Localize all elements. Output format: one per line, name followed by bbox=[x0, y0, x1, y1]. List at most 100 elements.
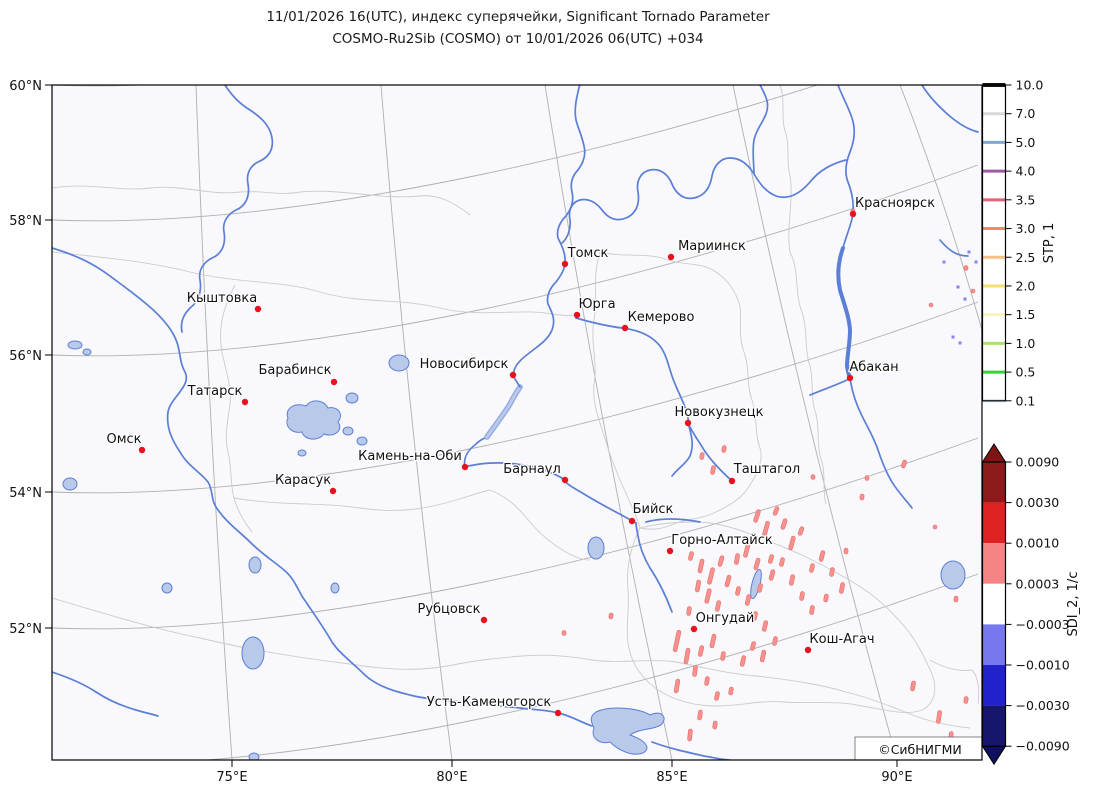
credit-box bbox=[854, 736, 982, 760]
city-dot bbox=[561, 260, 569, 268]
sdi-speck bbox=[958, 341, 962, 345]
sdi-patch bbox=[953, 595, 959, 603]
longitude-axis: 75°E 80°E 85°E 90°E bbox=[216, 760, 913, 785]
lat-tick-label: 56°N bbox=[9, 349, 42, 364]
stp-tick-label: 0.1 bbox=[1016, 393, 1036, 408]
colorbar-sdi2-axis-label: SDI_2, 1/с bbox=[1066, 572, 1081, 637]
sdi-patch bbox=[768, 554, 774, 564]
sdi-segment bbox=[982, 462, 1006, 503]
sdi-patch bbox=[823, 593, 829, 603]
sdi-patch bbox=[710, 465, 716, 475]
city-label: Рубцовск bbox=[417, 602, 480, 617]
figure-title-line1: 11/01/2026 16(UTC), индекс суперячейки, … bbox=[266, 9, 770, 25]
sdi-patch bbox=[772, 506, 780, 516]
sdi-speck bbox=[942, 260, 946, 264]
sdi-patch bbox=[724, 574, 732, 588]
sdi-patch bbox=[772, 636, 778, 646]
sdi-patch bbox=[810, 474, 816, 480]
sdi-patch bbox=[734, 553, 740, 565]
city-label: Новосибирск bbox=[420, 357, 509, 372]
sdi-patch bbox=[735, 586, 741, 596]
colorbar-sdi2-frame bbox=[981, 461, 1007, 747]
sdi-speck bbox=[963, 297, 967, 301]
sdi-patch bbox=[970, 288, 976, 294]
sdi-patch bbox=[963, 696, 969, 704]
map-background bbox=[52, 85, 982, 760]
credit-text: ©СибНИГМИ bbox=[878, 742, 962, 757]
sdi-negative-specks bbox=[942, 250, 978, 345]
sdi-segment bbox=[982, 583, 1006, 625]
lon-tick-label: 75°E bbox=[216, 770, 247, 785]
sdi-tick-label: 0.0090 bbox=[1016, 455, 1060, 470]
city-dot bbox=[480, 616, 488, 624]
city-dot bbox=[254, 305, 262, 313]
sdi-patch bbox=[695, 579, 701, 593]
lake-zaysan bbox=[590, 707, 665, 755]
figure-title-line2: COSMO-Ru2Sib (COSMO) от 10/01/2026 06(UT… bbox=[332, 31, 703, 47]
sdi-patch bbox=[753, 557, 761, 571]
city-label: Онгудай bbox=[696, 611, 755, 626]
city-dot bbox=[554, 709, 562, 717]
colorbar-stp-axis-label: STP, 1 bbox=[1042, 223, 1057, 264]
sdi-tick-label: −0.0090 bbox=[1016, 739, 1070, 754]
stp-tick-label: 1.0 bbox=[1016, 336, 1036, 351]
colorbar-stp: 10.0 7.0 5.0 4.0 3.5 3.0 2.5 2.0 1.5 1.0 0.5 0.1 bbox=[981, 78, 1044, 408]
sdi-patch bbox=[753, 509, 761, 523]
stp-tick-label: 5.0 bbox=[1016, 135, 1036, 150]
city-label: Томск bbox=[567, 246, 609, 261]
sdi-arrow-top bbox=[981, 443, 1007, 463]
stp-tick-label: 10.0 bbox=[1016, 78, 1044, 93]
sdi-positive-patches bbox=[561, 208, 976, 753]
stp-tick-label: 2.5 bbox=[1016, 250, 1036, 265]
sdi-patch bbox=[788, 535, 796, 551]
colorbar-stp-body bbox=[982, 85, 1006, 401]
river-tara bbox=[180, 85, 274, 333]
city-dot bbox=[728, 477, 736, 485]
city-dot bbox=[684, 419, 692, 427]
sdi-speck bbox=[951, 335, 955, 339]
city-label: Бийск bbox=[633, 502, 674, 517]
sdi-patch bbox=[762, 520, 770, 538]
city-label: Таштагол bbox=[733, 462, 800, 477]
stp-tick-label: 3.0 bbox=[1016, 221, 1036, 236]
sdi-patch bbox=[768, 569, 776, 581]
sdi-patch bbox=[709, 633, 717, 649]
river-ob-upper bbox=[635, 522, 673, 613]
sdi-patch bbox=[697, 558, 705, 574]
stp-tick-label: 4.0 bbox=[1016, 164, 1036, 179]
lon-tick-label: 90°E bbox=[881, 770, 912, 785]
lat-tick-label: 52°N bbox=[9, 622, 42, 637]
city-dot bbox=[621, 324, 629, 332]
lon-tick-label: 85°E bbox=[656, 770, 687, 785]
lat-tick-label: 58°N bbox=[9, 214, 42, 229]
sdi-patch bbox=[818, 550, 826, 562]
sdi-patch bbox=[752, 611, 758, 621]
sdi-patch bbox=[761, 620, 769, 632]
city-dot bbox=[690, 625, 698, 633]
city-dot bbox=[561, 476, 569, 484]
city-dot bbox=[628, 517, 636, 525]
sdi-tick-label: 0.0030 bbox=[1016, 495, 1060, 510]
sdi-segment bbox=[982, 665, 1006, 706]
city-markers: Красноярск Томск Мариинск Кыштовка Юрга Кемер… bbox=[105, 195, 937, 717]
sdi-patch bbox=[714, 691, 720, 701]
city-dot bbox=[666, 547, 674, 555]
city-label: Кыштовка bbox=[187, 291, 257, 306]
sdi-patch bbox=[712, 720, 718, 730]
sdi-patch bbox=[714, 600, 722, 612]
colorbar-sdi2: 0.0090 0.0030 0.0010 0.0003 −0.0003 −0.0010 −0… bbox=[981, 443, 1070, 766]
city-dot bbox=[138, 446, 146, 454]
city-dot bbox=[509, 371, 517, 379]
sdi-patch bbox=[757, 583, 763, 593]
lakes bbox=[62, 340, 966, 760]
city-label: Кош-Агач bbox=[809, 632, 874, 647]
sdi-patch bbox=[963, 265, 969, 271]
city-label: Татарск bbox=[187, 384, 243, 399]
sdi-patch bbox=[843, 547, 849, 555]
sdi-patch bbox=[699, 452, 705, 460]
sdi-patch bbox=[704, 588, 712, 604]
sdi-patch bbox=[686, 606, 692, 616]
city-dot bbox=[573, 311, 581, 319]
sdi-tick-label: 0.0003 bbox=[1016, 576, 1060, 591]
